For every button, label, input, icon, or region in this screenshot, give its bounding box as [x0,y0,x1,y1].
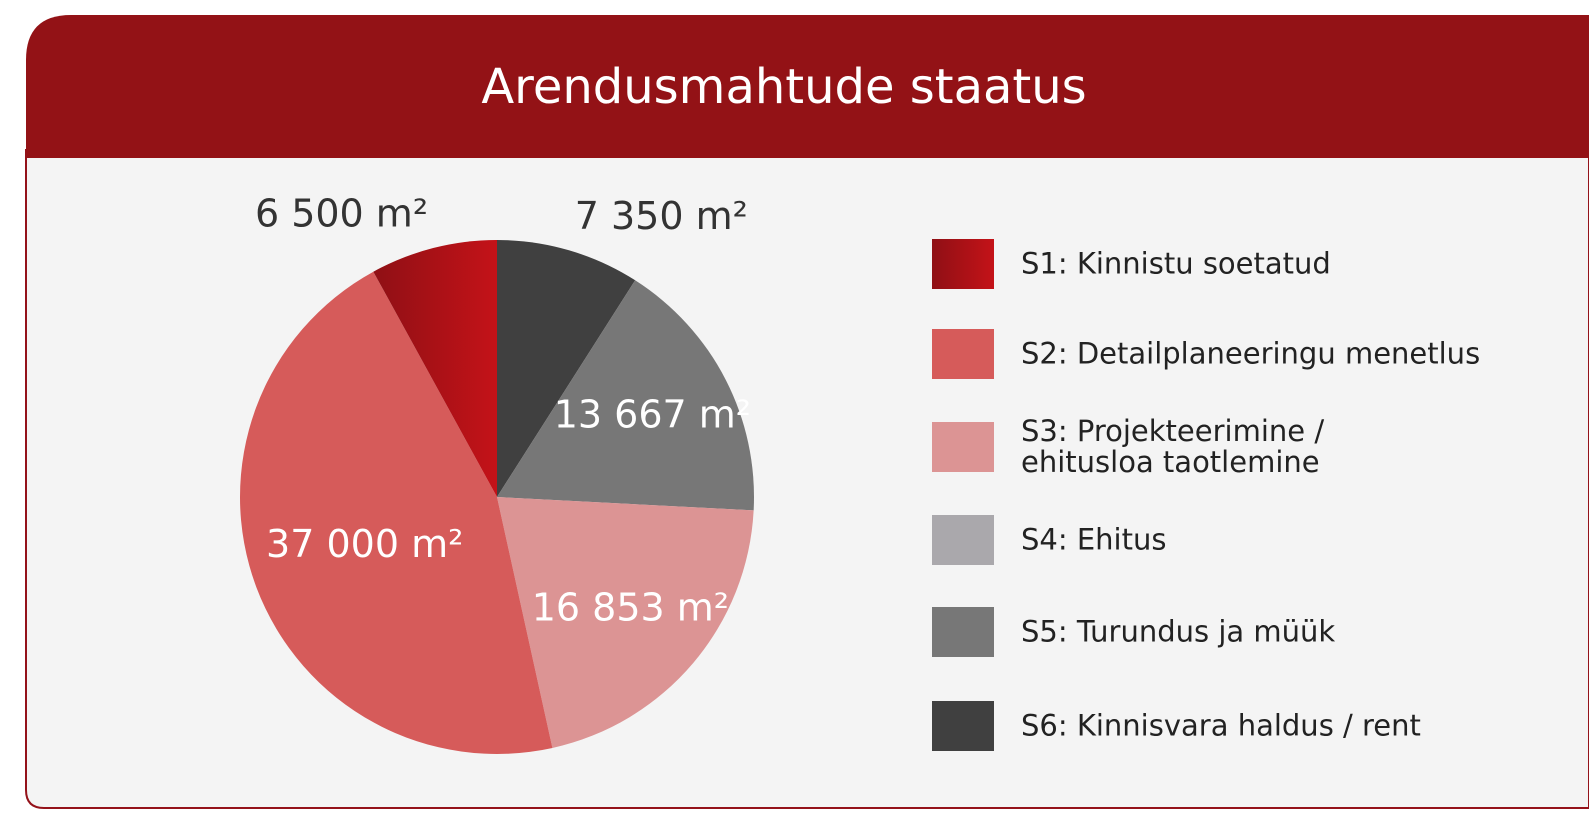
data-label: 7 350 m² [575,194,748,238]
card-header [26,15,1589,158]
legend-swatch [932,422,994,472]
legend-label: S1: Kinnistu soetatud [1021,246,1331,281]
legend-label: S3: Projekteerimine / ehitusloa taotlemi… [1021,414,1325,479]
legend-label: S4: Ehitus [1021,522,1167,557]
pie-slice [497,240,636,497]
data-label: 13 667 m² [554,392,751,436]
pie-slice [497,497,754,748]
pie-slice [373,240,497,497]
data-label: 16 853 m² [532,585,729,629]
legend-swatch [932,329,994,379]
legend-label: S2: Detailplaneeringu menetlus [1021,336,1481,371]
legend-label: S5: Turundus ja müük [1021,614,1336,649]
pie-slice [497,280,754,511]
data-label: 6 500 m² [255,192,428,236]
chart-title: Arendusmahtude staatus [481,59,1086,115]
data-label: 37 000 m² [266,522,463,566]
legend-label: S6: Kinnisvara haldus / rent [1021,708,1421,743]
legend-swatch [932,515,994,565]
legend-swatch [932,239,994,289]
legend-swatch [932,701,994,751]
pie-slice [240,271,553,754]
legend-swatch [932,607,994,657]
